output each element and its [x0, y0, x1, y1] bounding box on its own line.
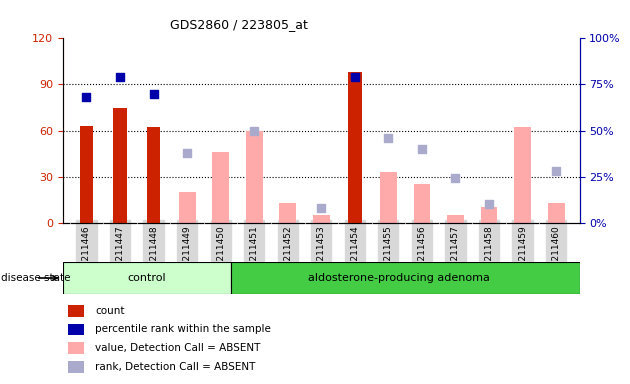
Text: GDS2860 / 223805_at: GDS2860 / 223805_at [171, 18, 308, 31]
Text: value, Detection Call = ABSENT: value, Detection Call = ABSENT [95, 343, 261, 353]
Text: percentile rank within the sample: percentile rank within the sample [95, 324, 271, 334]
Bar [348, 72, 362, 223]
Bar [514, 127, 531, 223]
Bar [447, 215, 464, 223]
Bar [547, 203, 564, 223]
Text: count: count [95, 306, 125, 316]
Text: aldosterone-producing adenoma: aldosterone-producing adenoma [307, 273, 490, 283]
Point [81, 94, 91, 101]
Bar [113, 108, 127, 223]
Bar [380, 172, 397, 223]
Bar [69, 361, 84, 372]
Bar [80, 126, 93, 223]
Bar [246, 131, 263, 223]
Point [350, 74, 360, 80]
Point [182, 150, 192, 156]
Point [149, 91, 159, 97]
Point [484, 201, 494, 207]
Bar [69, 342, 84, 354]
Point [450, 175, 461, 182]
Point [417, 146, 427, 152]
Bar [413, 184, 430, 223]
Bar [63, 262, 231, 294]
Bar [481, 207, 498, 223]
Text: disease state: disease state [1, 273, 71, 283]
Bar [212, 152, 229, 223]
Point [115, 74, 125, 80]
Point [249, 127, 260, 134]
Point [383, 135, 393, 141]
Bar [279, 203, 296, 223]
Point [316, 205, 326, 211]
Bar [313, 215, 329, 223]
Point [551, 168, 561, 174]
Bar [69, 305, 84, 317]
Bar [179, 192, 195, 223]
Bar [69, 324, 84, 335]
Bar [147, 127, 160, 223]
Text: control: control [127, 273, 166, 283]
Bar [231, 262, 580, 294]
Text: rank, Detection Call = ABSENT: rank, Detection Call = ABSENT [95, 362, 256, 372]
